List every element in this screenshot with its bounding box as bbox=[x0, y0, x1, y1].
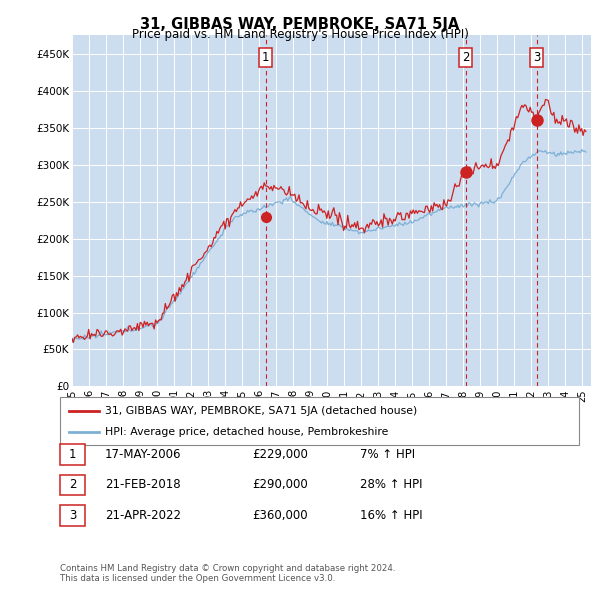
Text: 21-FEB-2018: 21-FEB-2018 bbox=[105, 478, 181, 491]
Text: 1: 1 bbox=[262, 51, 269, 64]
Text: 28% ↑ HPI: 28% ↑ HPI bbox=[360, 478, 422, 491]
Text: 3: 3 bbox=[533, 51, 541, 64]
Text: 2: 2 bbox=[69, 478, 76, 491]
Text: 31, GIBBAS WAY, PEMBROKE, SA71 5JA: 31, GIBBAS WAY, PEMBROKE, SA71 5JA bbox=[140, 17, 460, 31]
Text: £290,000: £290,000 bbox=[252, 478, 308, 491]
Text: 3: 3 bbox=[69, 509, 76, 522]
Text: £229,000: £229,000 bbox=[252, 448, 308, 461]
Text: HPI: Average price, detached house, Pembrokeshire: HPI: Average price, detached house, Pemb… bbox=[105, 427, 388, 437]
Text: 31, GIBBAS WAY, PEMBROKE, SA71 5JA (detached house): 31, GIBBAS WAY, PEMBROKE, SA71 5JA (deta… bbox=[105, 405, 417, 415]
Text: 2: 2 bbox=[462, 51, 469, 64]
Text: 17-MAY-2006: 17-MAY-2006 bbox=[105, 448, 182, 461]
Text: Contains HM Land Registry data © Crown copyright and database right 2024.
This d: Contains HM Land Registry data © Crown c… bbox=[60, 563, 395, 583]
Text: 1: 1 bbox=[69, 448, 76, 461]
Text: 21-APR-2022: 21-APR-2022 bbox=[105, 509, 181, 522]
Text: £360,000: £360,000 bbox=[252, 509, 308, 522]
Text: 7% ↑ HPI: 7% ↑ HPI bbox=[360, 448, 415, 461]
Text: Price paid vs. HM Land Registry's House Price Index (HPI): Price paid vs. HM Land Registry's House … bbox=[131, 28, 469, 41]
Text: 16% ↑ HPI: 16% ↑ HPI bbox=[360, 509, 422, 522]
